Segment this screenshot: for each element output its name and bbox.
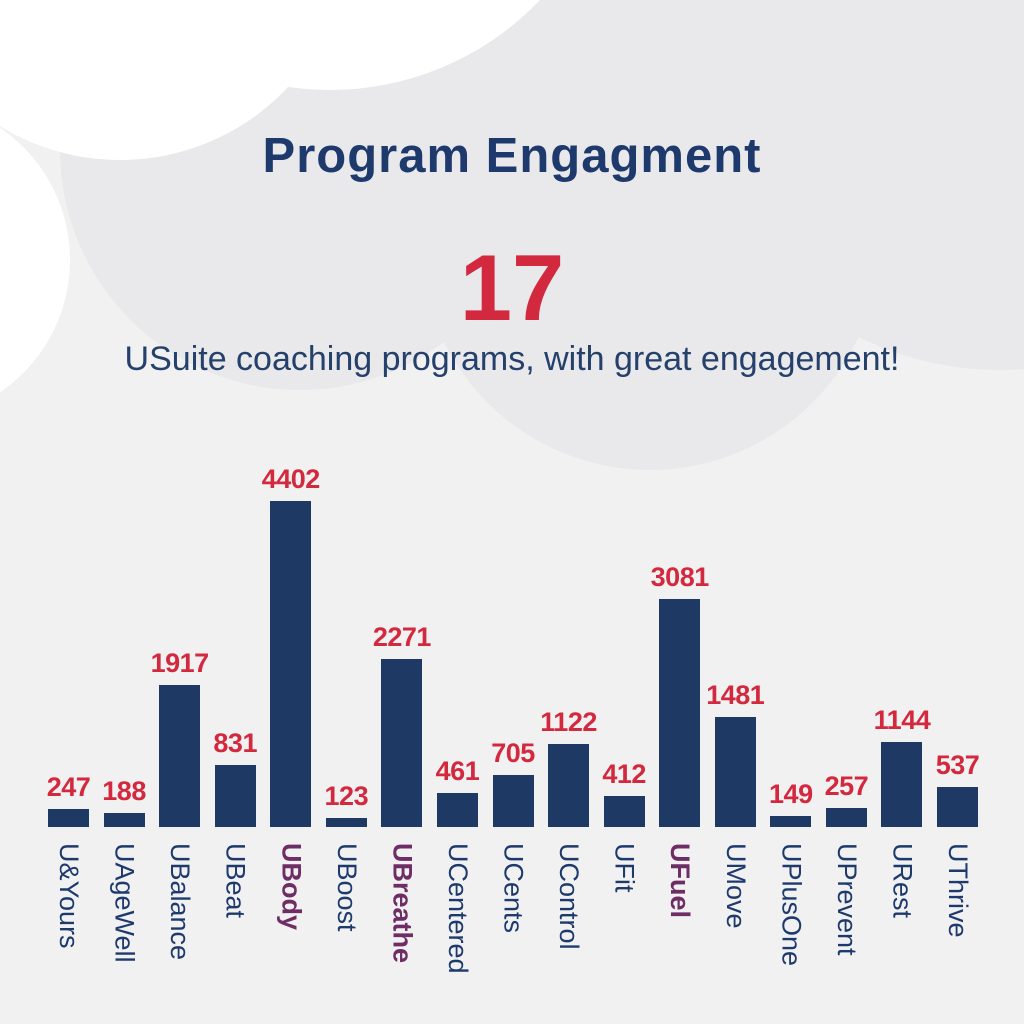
bar-ucontrol — [548, 744, 590, 827]
page-title: Program Engagment — [262, 129, 762, 183]
category-label-uthrive: UThrive — [943, 843, 973, 938]
bar-group-uprevent: 257 — [824, 771, 869, 827]
bar-ubalance — [159, 685, 201, 827]
bar-value-label: 3081 — [650, 562, 710, 592]
category-cell: URest — [881, 843, 922, 918]
category-label-ubody: UBody — [276, 843, 307, 930]
bar-group-ubreathe: 2271 — [373, 622, 431, 827]
bar-group-uplusone: 149 — [769, 779, 813, 827]
bar-ubeat — [214, 765, 256, 827]
bar-ufuel — [659, 599, 701, 827]
category-label-uboost: UBoost — [331, 843, 362, 932]
category-label-uprevent: UPrevent — [831, 843, 862, 956]
bar-uyours — [48, 809, 89, 827]
category-label-urest: URest — [887, 843, 918, 919]
bar-ufit — [603, 796, 645, 827]
category-label-ufuel: UFuel — [665, 843, 696, 919]
bar-ucentered — [436, 793, 478, 827]
bar-value-label: 1122 — [540, 707, 597, 737]
category-cell: UControl — [548, 843, 589, 950]
bar-value-label: 257 — [824, 771, 869, 801]
category-label-ubalance: UBalance — [165, 843, 196, 961]
bar-group-ucentered: 461 — [435, 756, 480, 827]
bar-value-label: 1144 — [873, 705, 931, 735]
bar-ubody — [270, 501, 312, 827]
bar-group-ubalance: 1917 — [151, 648, 209, 827]
bar-uprevent — [825, 808, 867, 827]
category-label-uyours: U&Yours — [54, 843, 84, 949]
bar-group-ufuel: 3081 — [651, 562, 709, 827]
cloud-shape — [420, 10, 880, 470]
bar-uthrive — [937, 787, 978, 827]
stat-number: 17 — [459, 235, 565, 340]
category-cell: UAgeWell — [104, 843, 145, 963]
bar-value-label: 149 — [769, 779, 813, 809]
bar-group-ufit: 412 — [602, 759, 646, 827]
category-cell: UFuel — [659, 843, 700, 918]
bar-uboost — [325, 818, 367, 827]
bar-group-uagewell: 188 — [102, 776, 146, 827]
bar-group-uboost: 123 — [324, 781, 369, 827]
bar-value-label: 4402 — [261, 464, 321, 494]
category-cell: UBalance — [159, 843, 200, 960]
bar-value-label: 461 — [435, 756, 480, 786]
bar-ucents — [492, 775, 534, 827]
category-cell: UThrive — [937, 843, 978, 938]
category-label-ubreathe: UBreathe — [387, 843, 418, 964]
bar-value-label: 705 — [491, 738, 535, 768]
bar-value-label: 1917 — [150, 648, 210, 678]
bar-group-ubody: 4402 — [262, 464, 320, 827]
category-cell: UCents — [493, 843, 534, 933]
bar-value-label: 123 — [324, 781, 369, 811]
category-label-ubeat: UBeat — [220, 843, 251, 919]
category-cell: UBeat — [215, 843, 256, 918]
bar-ubreathe — [381, 659, 423, 827]
bar-umove — [714, 717, 756, 827]
category-axis: U&Yours UAgeWell UBalance UBeat UBody UBoost U… — [48, 843, 978, 974]
bar-value-label: 412 — [602, 759, 646, 789]
bar-value-label: 1481 — [706, 680, 765, 710]
category-cell: UPrevent — [826, 843, 867, 956]
category-label-umove: UMove — [720, 843, 751, 929]
subtitle: USuite coaching programs, with great eng… — [124, 340, 900, 378]
bar-value-label: 831 — [213, 728, 257, 758]
bar-uplusone — [770, 816, 812, 827]
category-cell: UPlusOne — [770, 843, 811, 966]
bar-group-uyours: 247 — [46, 772, 91, 827]
category-label-ucents: UCents — [498, 843, 529, 934]
category-cell: UFit — [604, 843, 645, 893]
category-cell: U&Yours — [48, 843, 89, 949]
category-label-uplusone: UPlusOne — [776, 843, 807, 967]
category-label-uagewell: UAgeWell — [109, 843, 140, 963]
category-cell: UBody — [270, 843, 311, 930]
bar-group-umove: 1481 — [706, 680, 765, 827]
bar-group-uthrive: 537 — [935, 750, 980, 827]
bar-chart: 247 188 1917 831 4402 123 2271 461 705 1122 412 308… — [46, 455, 980, 827]
category-label-ucentered: UCentered — [442, 843, 473, 974]
bar-value-label: 537 — [935, 750, 980, 780]
category-label-ufit: UFit — [609, 843, 640, 893]
bar-value-label: 188 — [102, 776, 146, 806]
bar-value-label: 247 — [46, 772, 91, 802]
bar-group-ubeat: 831 — [213, 728, 257, 827]
category-cell: UBreathe — [381, 843, 422, 963]
bar-group-ucents: 705 — [491, 738, 535, 827]
category-cell: UMove — [715, 843, 756, 929]
category-cell: UCentered — [437, 843, 478, 974]
bar-value-label: 2271 — [372, 622, 432, 652]
bar-uagewell — [103, 813, 145, 827]
bar-urest — [881, 742, 923, 827]
category-cell: UBoost — [326, 843, 367, 932]
bar-group-ucontrol: 1122 — [540, 707, 597, 827]
category-label-ucontrol: UControl — [554, 843, 585, 950]
bar-group-urest: 1144 — [874, 705, 931, 827]
